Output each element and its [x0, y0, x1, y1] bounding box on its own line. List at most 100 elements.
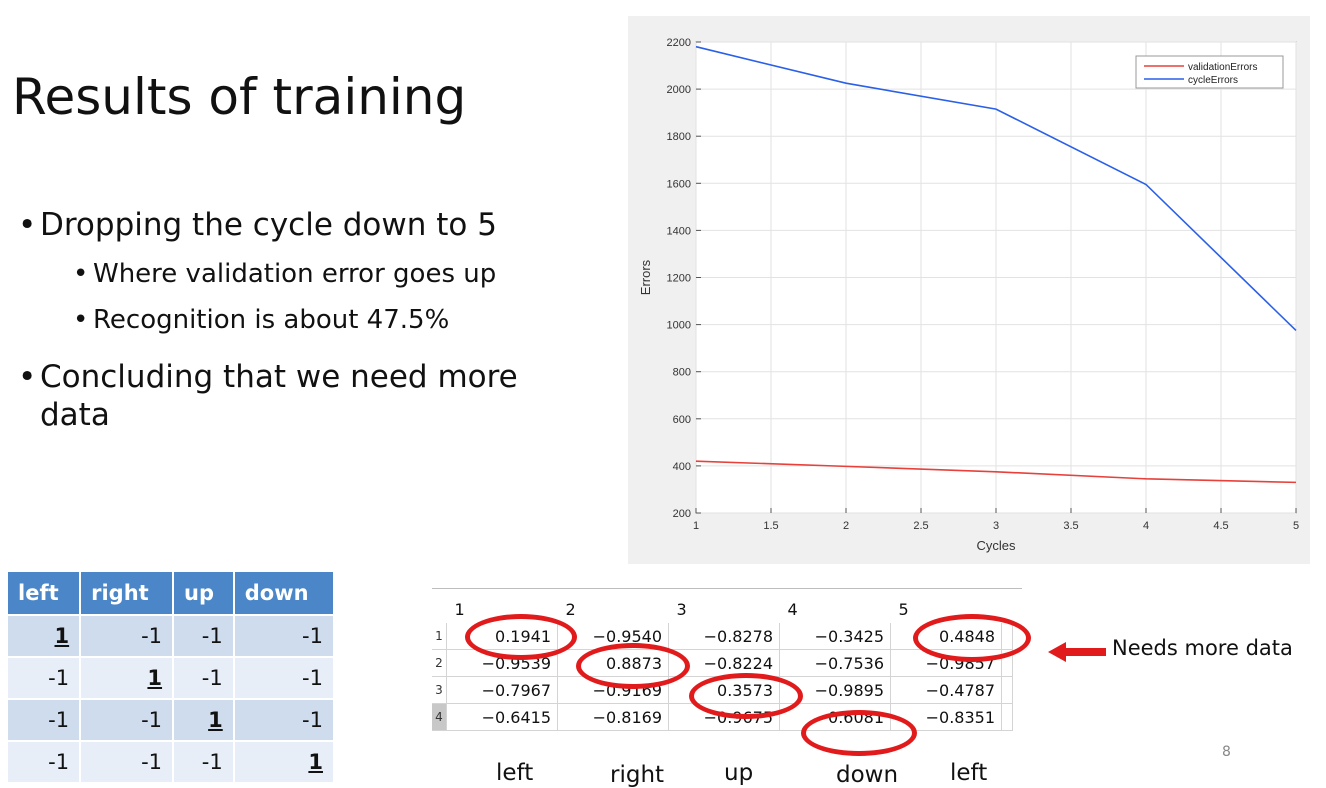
direction-cell: -1 [234, 698, 335, 740]
direction-cell: 1 [234, 740, 335, 782]
matrix-column-header: 5 [898, 600, 909, 619]
bullet-item: • Dropping the cycle down to 5 [18, 206, 497, 244]
direction-cell: -1 [174, 740, 235, 782]
y-tick-label: 2200 [667, 37, 691, 49]
highlight-circle [576, 643, 690, 689]
bullet-text: Where validation error goes up [93, 259, 497, 289]
x-tick-label: 5 [1293, 520, 1299, 532]
series-line-validationErrors [695, 460, 1297, 484]
x-tick-label: 4 [1143, 520, 1149, 532]
series-line-cycleErrors [695, 45, 1297, 332]
legend-label: validationErrors [1188, 62, 1257, 73]
table-row: 1 -1 -1 -1 [8, 614, 335, 656]
bullet-text: Concluding that we need more data [40, 359, 518, 433]
table-row: 3 −0.7967 −0.9169 0.3573 −0.9895 −0.4787 [432, 676, 1013, 704]
arrow-left-icon [1048, 642, 1106, 662]
column-label-left: left [496, 760, 534, 786]
matrix-column-header: 2 [565, 600, 576, 619]
bullet-dot-icon: • [18, 359, 37, 395]
direction-cell: 1 [81, 656, 175, 698]
table-row: -1 -1 1 -1 [8, 698, 335, 740]
y-tick-label: 2000 [667, 84, 691, 96]
matrix-row-header: 4 [432, 703, 447, 731]
highlight-circle [801, 710, 917, 756]
bullet-dot-icon: • [73, 305, 89, 335]
matrix-header-row: 1 2 3 4 5 [432, 596, 1013, 623]
slide-title: Results of training [12, 68, 467, 126]
y-tick-label: 1600 [667, 178, 691, 190]
direction-cell: 1 [8, 614, 82, 656]
matrix-column-header: 4 [787, 600, 798, 619]
column-label-right: right [610, 762, 665, 788]
matrix-row-header: 2 [432, 649, 447, 677]
direction-header-cell: right [81, 572, 175, 614]
matrix-cell: −0.4787 [890, 676, 1002, 704]
table-row: -1 1 -1 -1 [8, 656, 335, 698]
matrix-column-header: 3 [676, 600, 687, 619]
y-tick-label: 600 [673, 414, 691, 426]
sub-bullet-item: • Where validation error goes up [73, 258, 496, 290]
direction-cell: -1 [174, 614, 235, 656]
error-chart: 1 1.5 2 2.5 3 3.5 4 4.5 5 200 400 600 800 1000 1200 140… [628, 16, 1310, 564]
direction-cell: -1 [234, 656, 335, 698]
matrix-row-header: 1 [432, 623, 447, 650]
direction-cell: -1 [234, 614, 335, 656]
y-tick-label: 200 [673, 508, 691, 520]
matrix-column-header: 1 [454, 600, 465, 619]
y-tick-label: 800 [673, 367, 691, 379]
direction-cell: 1 [174, 698, 235, 740]
bullet-text: Recognition is about 47.5% [93, 305, 450, 335]
x-axis-label: Cycles [976, 538, 1016, 553]
table-row: -1 -1 -1 1 [8, 740, 335, 782]
y-axis-label: Errors [638, 259, 653, 295]
sub-bullet-item: • Recognition is about 47.5% [73, 304, 449, 336]
highlight-circle [913, 614, 1031, 662]
matrix-cut-cell [1001, 649, 1013, 677]
matrix-cell: −0.3425 [779, 623, 891, 650]
matrix-cell: −0.7536 [779, 649, 891, 677]
page-number: 8 [1222, 744, 1231, 760]
direction-cell: -1 [81, 698, 175, 740]
bullet-dot-icon: • [18, 207, 37, 243]
y-tick-label: 1400 [667, 225, 691, 237]
chart-legend [1135, 55, 1284, 89]
direction-cell: -1 [81, 614, 175, 656]
x-tick-label: 2.5 [913, 520, 928, 532]
matrix-top-border [432, 588, 1022, 589]
direction-header-cell: up [174, 572, 235, 614]
direction-cell: -1 [8, 698, 82, 740]
matrix-cut-cell [1001, 703, 1013, 731]
column-label-down: down [836, 762, 899, 788]
direction-header-cell: left [8, 572, 82, 614]
direction-cell: -1 [8, 740, 82, 782]
direction-table-header: left right up down [8, 572, 335, 614]
matrix-cut-cell [1001, 676, 1013, 704]
matrix-cell: −0.6415 [446, 703, 558, 731]
bullet-text: Dropping the cycle down to 5 [40, 207, 497, 243]
highlight-circle [465, 614, 577, 660]
error-chart-svg: 1 1.5 2 2.5 3 3.5 4 4.5 5 200 400 600 800 1000 1200 140… [638, 37, 1299, 553]
x-tick-label: 2 [843, 520, 849, 532]
direction-cell: -1 [81, 740, 175, 782]
direction-cell: -1 [8, 656, 82, 698]
x-tick-label: 1.5 [763, 520, 778, 532]
needs-more-data-note: Needs more data [1112, 636, 1293, 660]
x-tick-label: 3 [993, 520, 999, 532]
highlight-circle [689, 673, 803, 719]
bullet-dot-icon: • [73, 259, 89, 289]
column-label-left: left [950, 760, 988, 786]
y-tick-label: 1200 [667, 273, 691, 285]
matrix-row-header: 3 [432, 676, 447, 704]
column-label-up: up [724, 760, 754, 786]
bullet-item: • Concluding that we need more data [18, 358, 588, 434]
y-tick-label: 1800 [667, 131, 691, 143]
x-tick-label: 4.5 [1213, 520, 1228, 532]
direction-table: left right up down 1 -1 -1 -1 -1 1 -1 -1… [8, 572, 335, 782]
matrix-corner [432, 596, 447, 623]
direction-header-cell: down [234, 572, 335, 614]
matrix-cell: −0.7967 [446, 676, 558, 704]
legend-label: cycleErrors [1188, 75, 1238, 86]
y-tick-label: 1000 [667, 320, 691, 332]
matrix-cell: −0.8169 [557, 703, 669, 731]
direction-cell: -1 [174, 656, 235, 698]
